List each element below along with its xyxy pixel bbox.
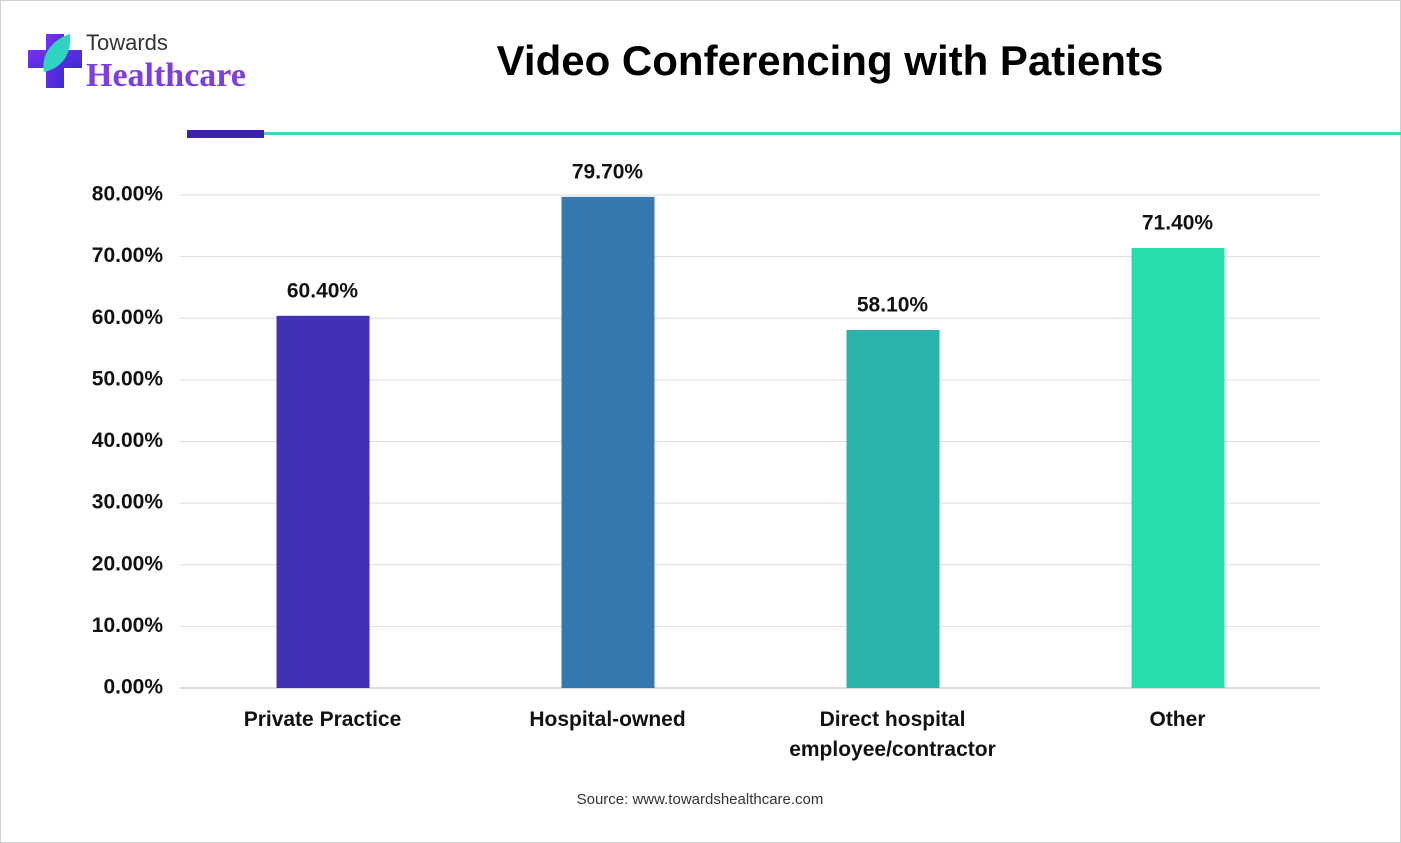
y-tick-label: 70.00%	[92, 244, 164, 267]
data-label: 60.40%	[287, 279, 359, 302]
x-tick-label: Private Practice	[243, 708, 402, 731]
data-label: 71.40%	[1142, 212, 1214, 235]
bar	[561, 196, 655, 688]
x-tick-label: Hospital-owned	[529, 708, 686, 731]
y-tick-label: 10.00%	[92, 614, 164, 637]
data-label: 79.70%	[572, 160, 644, 183]
logo-icon	[28, 34, 82, 88]
y-tick-label: 80.00%	[92, 183, 164, 206]
y-tick-label: 40.00%	[92, 429, 164, 452]
y-tick-label: 0.00%	[103, 676, 163, 699]
logo-line2: Healthcare	[86, 57, 246, 94]
y-tick-label: 30.00%	[92, 491, 164, 514]
x-tick-label: Other	[1149, 708, 1206, 731]
y-tick-label: 20.00%	[92, 552, 164, 575]
chart-title: Video Conferencing with Patients	[497, 37, 1164, 84]
bar	[276, 315, 370, 688]
y-tick-label: 50.00%	[92, 367, 164, 390]
y-tick-label: 60.00%	[92, 306, 164, 329]
source: Source: www.towardshealthcare.com	[577, 791, 824, 808]
x-tick-label: Direct hospital employee/contractor	[789, 708, 996, 761]
bar	[1131, 247, 1225, 688]
header-accent	[187, 130, 264, 138]
header-rule	[264, 132, 1401, 135]
bar	[846, 329, 940, 688]
data-label: 58.10%	[857, 294, 929, 317]
logo-line1: Towards	[86, 30, 168, 55]
